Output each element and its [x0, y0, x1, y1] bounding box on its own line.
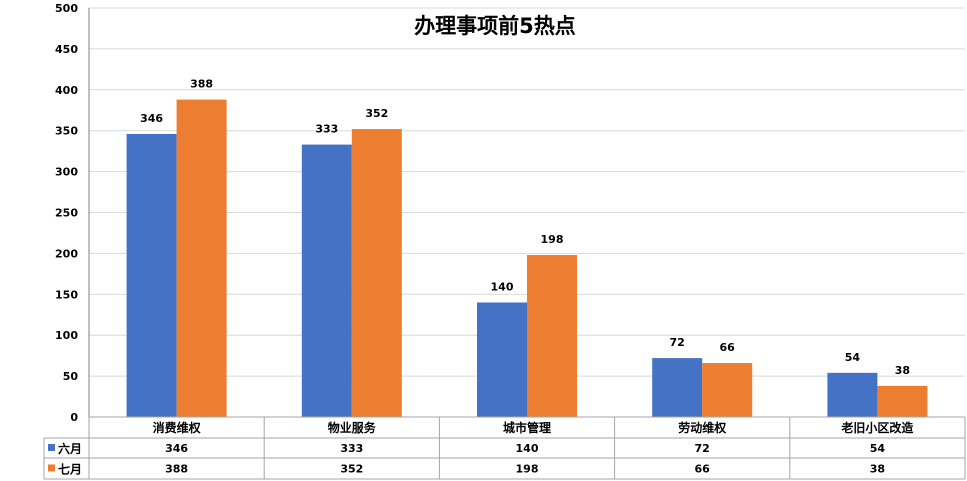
data-label: 198 [541, 233, 564, 246]
data-label: 54 [845, 351, 861, 364]
bar [301, 144, 352, 417]
data-label: 346 [140, 112, 163, 125]
y-tick-label: 450 [55, 43, 78, 56]
data-label: 333 [315, 123, 338, 136]
bar [652, 358, 703, 417]
y-tick-label: 350 [55, 125, 78, 138]
data-label: 66 [720, 341, 736, 354]
table-cell: 72 [695, 442, 710, 455]
bar [477, 302, 527, 417]
series-name: 六月 [58, 441, 82, 456]
data-labels-layer: 346 388 333 352 140 198 72 66 54 38 [140, 78, 910, 377]
category-label: 老旧小区改造 [841, 420, 914, 435]
grid-layer [89, 7, 965, 418]
legend-key [48, 444, 55, 451]
bar [176, 99, 227, 417]
bar [877, 385, 928, 417]
bar [827, 372, 878, 417]
table-cell: 198 [516, 463, 539, 476]
table-cell: 140 [516, 442, 539, 455]
y-tick-label: 200 [55, 247, 78, 260]
data-label: 352 [365, 107, 388, 120]
data-label: 38 [895, 364, 910, 377]
y-axis: 0 50 100 150 200 250 300 350 400 450 500 [55, 2, 90, 424]
table-cell: 66 [695, 463, 711, 476]
data-label: 140 [491, 280, 514, 293]
bar [126, 133, 177, 418]
y-tick-label: 500 [55, 2, 78, 15]
data-label: 72 [670, 336, 685, 349]
table-cell: 54 [870, 442, 886, 455]
bar [527, 255, 577, 417]
table-cell: 352 [340, 463, 363, 476]
table-cell: 333 [340, 442, 363, 455]
y-tick-label: 0 [70, 411, 78, 424]
y-tick-label: 400 [55, 84, 78, 97]
bars-layer [126, 99, 928, 418]
table-cell: 346 [165, 442, 188, 455]
y-tick-label: 300 [55, 166, 78, 179]
category-label: 劳动维权 [678, 420, 727, 435]
category-label: 消费维权 [153, 420, 202, 435]
category-label: 物业服务 [328, 420, 377, 435]
y-tick-label: 100 [55, 329, 78, 342]
y-tick-label: 150 [55, 288, 78, 301]
category-label: 城市管理 [503, 420, 551, 435]
series-name: 七月 [58, 463, 82, 477]
table-cell: 38 [870, 463, 885, 476]
legend-key [48, 464, 55, 472]
bar [351, 129, 402, 417]
data-label: 388 [190, 78, 213, 91]
y-tick-label: 50 [63, 370, 79, 383]
table-cell: 388 [165, 463, 188, 476]
bar [702, 363, 753, 417]
chart-title: 办理事项前5热点 [414, 14, 576, 38]
y-tick-label: 250 [55, 207, 78, 220]
